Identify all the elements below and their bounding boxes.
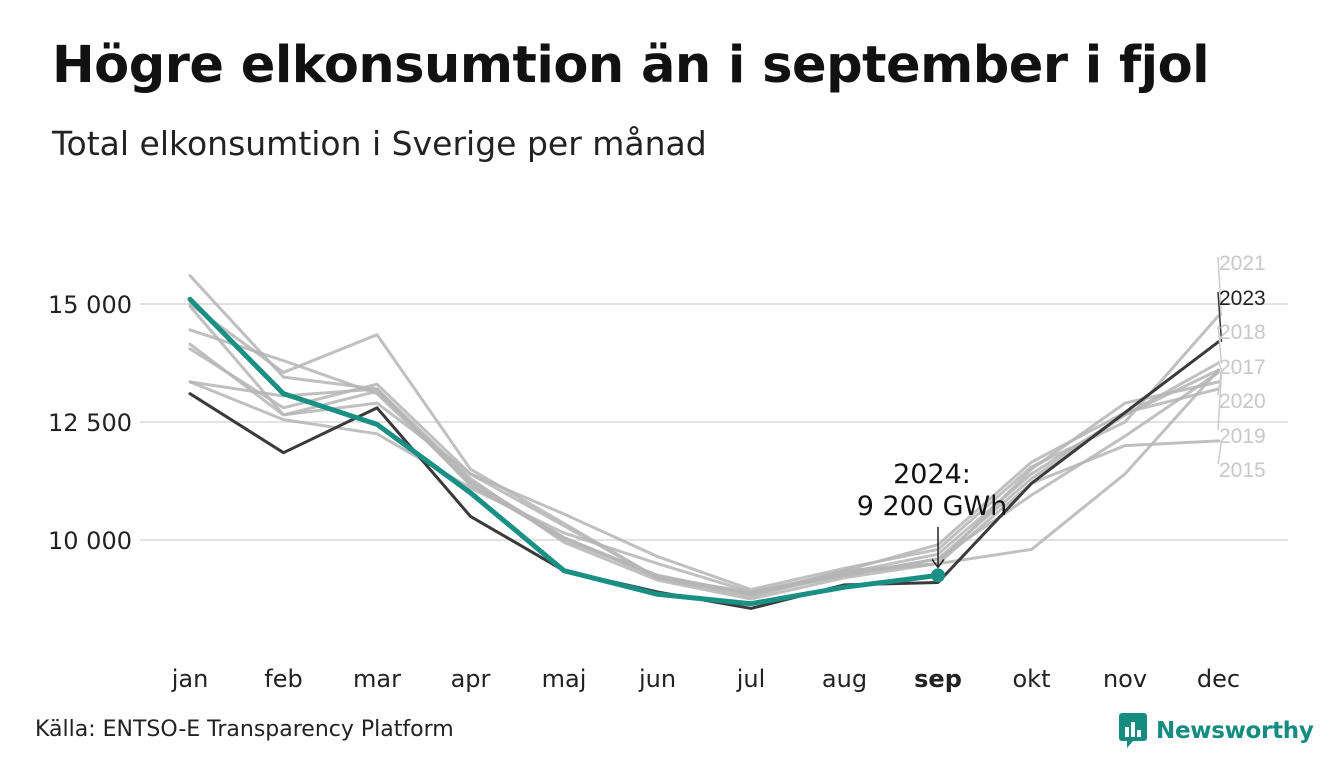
source-note: Källa: ENTSO-E Transparency Platform — [35, 717, 454, 742]
y-axis-tick-labels: 10 000 12 500 15 000 — [48, 291, 132, 555]
y-tick-label: 15 000 — [48, 291, 132, 319]
end-label-2018: 2018 — [1219, 321, 1266, 344]
end-label-2021: 2021 — [1219, 252, 1266, 275]
series-end-labels: 2021 2023 2018 2017 2020 2019 2015 — [1217, 252, 1266, 482]
chart-title: Högre elkonsumtion än i september i fjol — [52, 36, 1210, 95]
x-tick-label: jul — [736, 665, 766, 693]
annotation-label-year: 2024: — [893, 459, 971, 490]
line-chart: 10 000 12 500 15 000 jan feb mar apr maj jun jul… — [48, 252, 1288, 693]
x-tick-label: nov — [1103, 665, 1147, 693]
series-line-2021 — [188, 304, 1220, 592]
annotation-label-value: 9 200 GWh — [857, 491, 1008, 522]
end-label-2015: 2015 — [1219, 459, 1266, 482]
y-tick-label: 10 000 — [48, 527, 132, 555]
highlight-point — [931, 568, 945, 583]
series-line-2015 — [188, 380, 1220, 594]
series-line-2017 — [188, 328, 1220, 596]
x-tick-label: jan — [171, 665, 209, 693]
x-tick-label: aug — [822, 665, 867, 693]
newsworthy-logo-icon — [1119, 713, 1147, 748]
brand-name: Newsworthy — [1156, 718, 1314, 744]
end-label-2023: 2023 — [1219, 287, 1266, 310]
y-tick-label: 12 500 — [48, 409, 132, 437]
x-tick-label: sep — [914, 665, 962, 693]
end-label-leader — [1217, 360, 1223, 371]
x-axis-tick-labels: jan feb mar apr maj jun jul aug sep okt nov dec — [171, 665, 1240, 693]
x-tick-label: mar — [353, 665, 401, 693]
end-label-leader — [1217, 440, 1223, 465]
x-tick-label: maj — [542, 665, 587, 693]
chart-subtitle: Total elkonsumtion i Sverige per månad — [52, 124, 707, 163]
x-tick-label: apr — [451, 665, 491, 693]
annotation: 2024:9 200 GWh — [857, 459, 1008, 583]
series-line-2020 — [188, 368, 1220, 596]
end-label-leader — [1217, 291, 1223, 342]
x-tick-label: okt — [1013, 665, 1051, 693]
series-line-2016 — [188, 274, 1220, 601]
annotation-arrow-head — [931, 558, 945, 569]
series-lines — [187, 274, 1220, 610]
end-label-2020: 2020 — [1219, 390, 1266, 413]
x-tick-label: jun — [638, 665, 676, 693]
series-line-2022 — [188, 302, 1220, 596]
end-label-leader — [1217, 256, 1223, 316]
end-label-2019: 2019 — [1219, 425, 1266, 448]
x-tick-label: dec — [1197, 665, 1240, 693]
end-label-leader — [1217, 372, 1223, 431]
series-line-2024 — [187, 296, 941, 607]
x-tick-label: feb — [264, 665, 302, 693]
brand-logo: Newsworthy — [1118, 712, 1314, 750]
end-label-leader — [1217, 325, 1223, 364]
end-label-2017: 2017 — [1219, 356, 1266, 379]
